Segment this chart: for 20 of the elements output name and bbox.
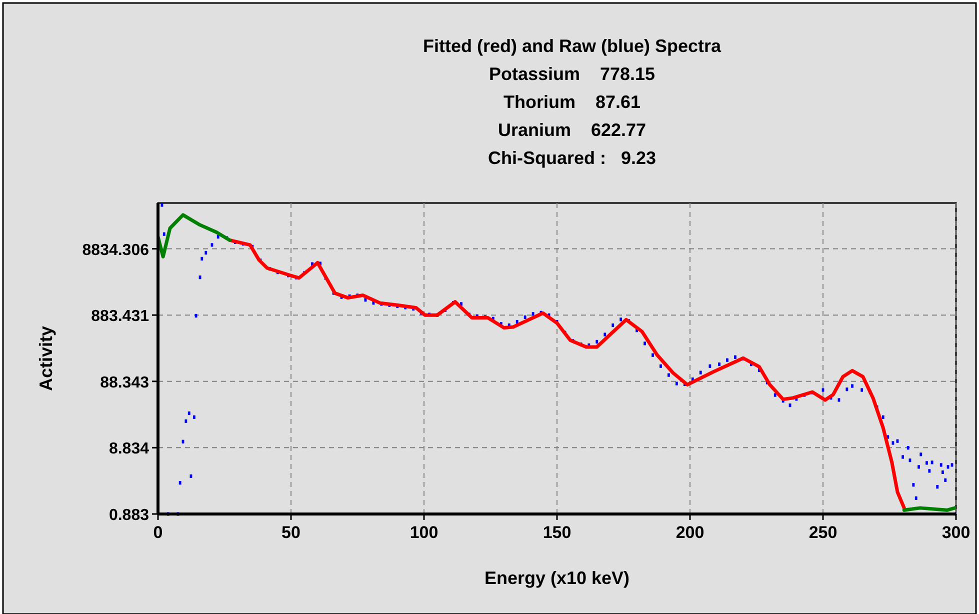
x-tick-label: 150 (542, 523, 572, 542)
x-axis-title: Energy (x10 keV) (484, 568, 630, 588)
line-series (228, 238, 906, 510)
x-tick-label: 0 (153, 523, 163, 542)
y-tick-label: 8834.306 (82, 242, 150, 259)
x-tick-label: 300 (942, 523, 970, 542)
y-axis-title: Activity (36, 326, 56, 392)
y-tick-label: 88.343 (100, 374, 150, 392)
text: Thorium 87.61 (503, 92, 641, 112)
y-tick-label: 883.431 (91, 308, 150, 326)
x-tick-label: 50 (282, 523, 300, 542)
x-tick-label: 100 (410, 523, 438, 542)
y-tick-label: 0.883 (108, 507, 150, 524)
x-tick-label: 250 (808, 523, 838, 542)
x-tick-label: 200 (676, 523, 704, 542)
text: Chi-Squared : 9.23 (488, 148, 656, 168)
text: Potassium 778.15 (488, 64, 656, 84)
chart-title: Fitted (red) and Raw (blue) Spectra (422, 36, 722, 56)
text: Uranium 622.77 (498, 120, 646, 140)
y-tick-label: 8.834 (108, 440, 150, 458)
